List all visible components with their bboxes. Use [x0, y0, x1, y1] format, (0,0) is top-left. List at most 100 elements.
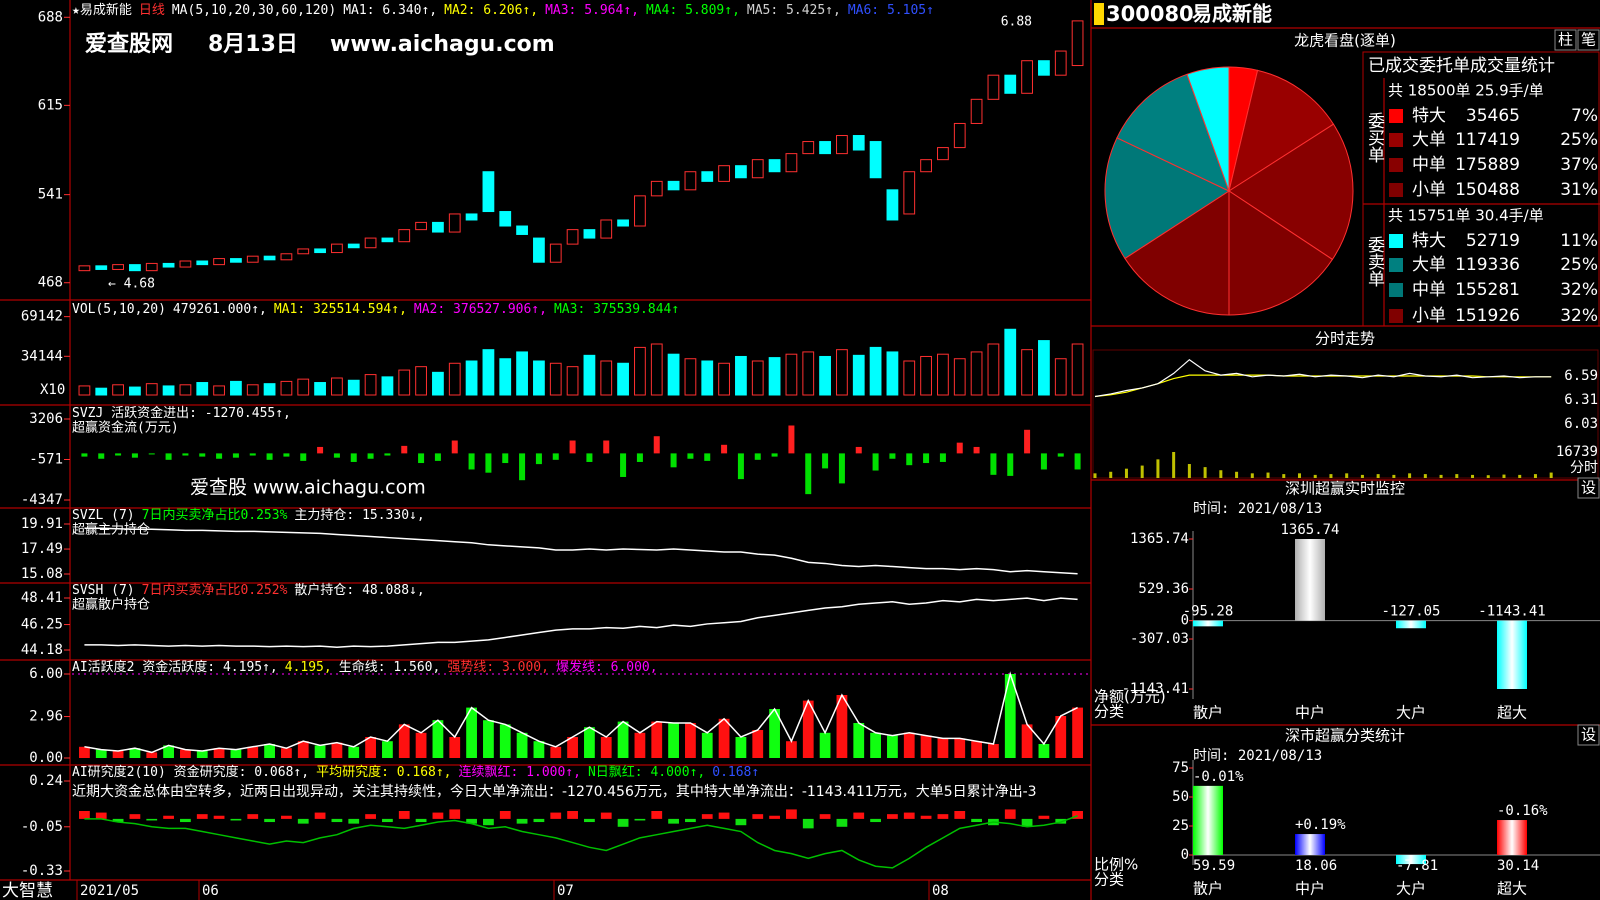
volume-bar	[314, 382, 326, 396]
flow-bar	[283, 453, 290, 457]
candle	[263, 255, 276, 261]
activity-bar	[415, 732, 427, 758]
activity-bar	[651, 721, 663, 758]
candle	[751, 159, 764, 179]
research-bar	[920, 815, 932, 819]
candle	[432, 221, 444, 233]
category-bar	[1193, 620, 1223, 627]
flow-bar	[131, 453, 138, 458]
volume-bar	[246, 384, 259, 396]
flow-bar	[923, 453, 930, 464]
y-tick-label: 50	[1172, 789, 1189, 805]
activity-bar	[988, 744, 999, 758]
volume-bar	[230, 380, 242, 396]
activity-bar	[701, 732, 713, 758]
activity-bar	[634, 732, 646, 758]
row-volume: 35465	[1466, 106, 1520, 126]
research-bar	[196, 814, 208, 819]
volume-bar	[718, 362, 730, 396]
minute-volume-bar	[1172, 452, 1176, 478]
flow-bar	[401, 445, 408, 454]
y-tick-label: 25	[1172, 818, 1189, 834]
y-tick-label: 541	[38, 187, 63, 203]
legend-swatch	[1389, 258, 1403, 272]
flow-bar	[350, 453, 357, 462]
flow-bar	[906, 453, 913, 466]
activity-bar	[365, 737, 376, 758]
candle	[381, 237, 394, 243]
minute-volume-bar	[1329, 474, 1333, 478]
header-segment: VOL(5,10,20)	[72, 302, 166, 317]
left-charts: ★易成新能 日线 MA(5,10,20,30,60,120) MA1: 6.340↑,…	[72, 2, 1088, 869]
candle	[179, 260, 192, 268]
candle	[549, 243, 562, 263]
group-summary: 共 18500单 25.9手/单	[1388, 82, 1544, 100]
category-bar	[1396, 620, 1426, 629]
candle	[987, 74, 1000, 100]
minute-volume-bar	[1533, 474, 1537, 478]
watermark: 8月13日	[208, 32, 298, 57]
button[interactable]	[1577, 477, 1600, 499]
button-label: 柱	[1558, 31, 1573, 49]
button[interactable]	[1577, 724, 1600, 746]
candle	[297, 248, 310, 255]
panel-header: SVZJ 活跃资金进出: -1270.455↑,	[72, 405, 291, 421]
y-tick-label: 44.18	[21, 642, 63, 658]
candle	[112, 264, 124, 270]
row-volume: 175889	[1455, 155, 1520, 175]
research-bar	[112, 818, 124, 823]
header-segment: 强势线: 3.000,	[447, 659, 549, 675]
flow-bar	[165, 453, 172, 460]
activity-bar	[112, 751, 124, 758]
volume-bar	[937, 353, 949, 396]
activity-bar	[617, 721, 629, 758]
row-volume: 119336	[1455, 255, 1520, 275]
minute-volume-bar	[1486, 475, 1490, 478]
volume-bar	[432, 371, 444, 396]
row-name: 大单	[1412, 130, 1446, 150]
brand: 大智慧	[2, 881, 53, 900]
button[interactable]	[1554, 29, 1577, 51]
y-tick-label: 6.59	[1564, 368, 1598, 384]
header-segment: SVZL (7)	[72, 508, 135, 523]
date-label: 07	[557, 883, 574, 899]
button[interactable]	[1577, 29, 1600, 51]
row-pct: 32%	[1560, 306, 1598, 326]
change-label: +0.19%	[1295, 817, 1346, 833]
candle	[398, 229, 411, 243]
research-bar	[449, 809, 461, 819]
candle	[667, 180, 680, 191]
minute-volume-bar	[1471, 474, 1475, 478]
activity-bar	[331, 742, 343, 758]
activity-bar	[533, 741, 545, 758]
comment: 近期大资金总体由空转多，近两日出现异动，关注其持续性，今日大单净流出：-1270…	[72, 783, 1037, 800]
candle	[701, 171, 714, 182]
minute-volume-bar	[1439, 474, 1443, 478]
activity-bar	[499, 724, 511, 758]
candle	[1004, 74, 1017, 94]
value-label: 59.59	[1193, 858, 1235, 874]
activity-bar	[129, 748, 141, 758]
header-segment: MA3: 375539.844↑	[554, 302, 679, 317]
research-bar	[1021, 818, 1033, 827]
activity-bar	[297, 741, 309, 758]
y-tick-label: 0.00	[29, 750, 63, 766]
y-tick-label: 1365.74	[1130, 531, 1189, 547]
header-segment: MA6: 5.105↑	[848, 3, 934, 18]
volume-bar	[297, 378, 310, 396]
candle	[819, 141, 831, 155]
side-label: 委买单	[1364, 112, 1385, 163]
watermark: www.aichagu.com	[330, 32, 555, 57]
activity-bar	[786, 741, 797, 758]
flow-bar	[653, 436, 660, 454]
candle	[1071, 20, 1084, 67]
volume-bar	[1038, 340, 1050, 396]
category-bar	[1396, 855, 1426, 865]
research-bar	[617, 818, 629, 827]
category-label: 中户	[1295, 880, 1325, 898]
volume-bar	[162, 385, 175, 396]
activity-bar	[1004, 674, 1016, 758]
flow-bar	[586, 453, 593, 462]
candle	[836, 135, 848, 155]
activity-bar	[870, 732, 881, 758]
